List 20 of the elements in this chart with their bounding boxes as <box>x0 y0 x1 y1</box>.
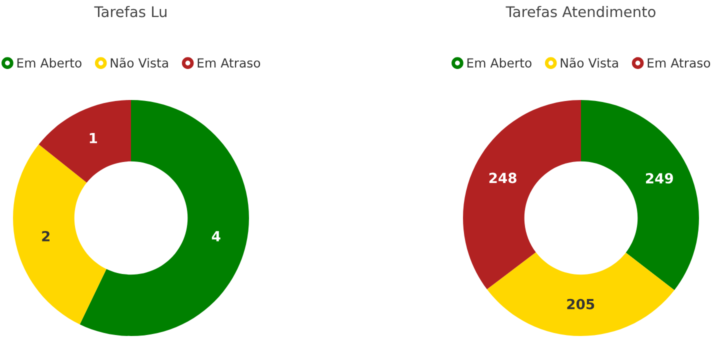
data-label: 2 <box>42 230 50 242</box>
chart-title: Tarefas Lu <box>94 6 166 18</box>
legend-label: Em Aberto <box>467 58 532 68</box>
data-label: 205 <box>567 298 594 310</box>
donut-slice <box>38 100 131 183</box>
donut-slice <box>13 144 106 324</box>
donut-slice <box>486 252 674 336</box>
donut-slice <box>581 100 699 290</box>
legend-label: Em Aberto <box>17 58 82 68</box>
data-label: 249 <box>646 173 673 184</box>
donut-slice <box>463 100 581 290</box>
chart-title: Tarefas Atendimento <box>506 6 656 18</box>
data-label: 1 <box>90 133 97 144</box>
legend-label: Não Vista <box>560 58 618 68</box>
legend-label: Em Atraso <box>648 58 710 68</box>
data-label: 248 <box>489 172 516 184</box>
legend-label: Não Vista <box>110 58 168 68</box>
legend-label: Em Atraso <box>198 58 260 68</box>
data-label: 4 <box>212 231 220 242</box>
donut-slice <box>80 100 249 336</box>
